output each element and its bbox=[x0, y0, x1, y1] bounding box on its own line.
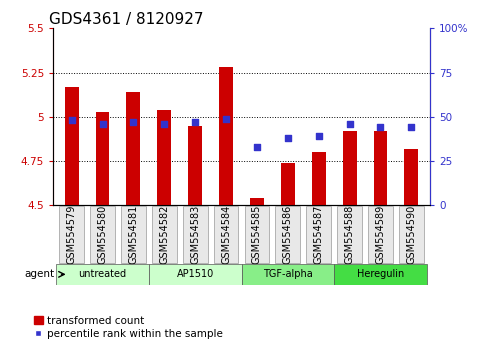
Text: GSM554582: GSM554582 bbox=[159, 205, 170, 264]
Text: GSM554588: GSM554588 bbox=[344, 205, 355, 264]
Point bbox=[377, 125, 384, 130]
Bar bbox=[342, 131, 356, 205]
Point bbox=[129, 119, 137, 125]
Point bbox=[315, 133, 323, 139]
FancyBboxPatch shape bbox=[149, 264, 242, 285]
FancyBboxPatch shape bbox=[56, 264, 149, 285]
Point bbox=[191, 119, 199, 125]
Bar bbox=[127, 92, 141, 205]
Text: TGF-alpha: TGF-alpha bbox=[263, 269, 313, 279]
Bar bbox=[157, 110, 171, 205]
FancyBboxPatch shape bbox=[337, 206, 362, 263]
Text: GSM554581: GSM554581 bbox=[128, 205, 139, 264]
FancyBboxPatch shape bbox=[152, 206, 177, 263]
FancyBboxPatch shape bbox=[242, 264, 334, 285]
FancyBboxPatch shape bbox=[275, 206, 300, 263]
Text: GSM554583: GSM554583 bbox=[190, 205, 200, 264]
FancyBboxPatch shape bbox=[90, 206, 115, 263]
Bar bbox=[404, 149, 418, 205]
Point bbox=[253, 144, 261, 150]
Point bbox=[284, 135, 292, 141]
Point bbox=[222, 116, 230, 121]
FancyBboxPatch shape bbox=[121, 206, 146, 263]
Bar bbox=[96, 112, 110, 205]
Text: GSM554579: GSM554579 bbox=[67, 205, 77, 264]
Point bbox=[99, 121, 106, 127]
FancyBboxPatch shape bbox=[213, 206, 239, 263]
FancyBboxPatch shape bbox=[399, 206, 424, 263]
Text: GSM554587: GSM554587 bbox=[313, 205, 324, 264]
Point bbox=[68, 118, 75, 123]
Point bbox=[408, 125, 415, 130]
Text: GDS4361 / 8120927: GDS4361 / 8120927 bbox=[49, 12, 204, 27]
Legend: transformed count, percentile rank within the sample: transformed count, percentile rank withi… bbox=[29, 312, 227, 343]
FancyBboxPatch shape bbox=[306, 206, 331, 263]
Bar bbox=[281, 163, 295, 205]
Text: GSM554589: GSM554589 bbox=[375, 205, 385, 264]
Bar bbox=[312, 152, 326, 205]
Bar bbox=[250, 198, 264, 205]
Bar bbox=[373, 131, 387, 205]
Bar bbox=[65, 87, 79, 205]
FancyBboxPatch shape bbox=[244, 206, 270, 263]
Point bbox=[160, 121, 168, 127]
Text: AP1510: AP1510 bbox=[177, 269, 214, 279]
FancyBboxPatch shape bbox=[368, 206, 393, 263]
Point bbox=[346, 121, 354, 127]
Text: untreated: untreated bbox=[78, 269, 127, 279]
Text: GSM554580: GSM554580 bbox=[98, 205, 108, 264]
FancyBboxPatch shape bbox=[183, 206, 208, 263]
Text: GSM554590: GSM554590 bbox=[406, 205, 416, 264]
Text: GSM554584: GSM554584 bbox=[221, 205, 231, 264]
Text: Heregulin: Heregulin bbox=[357, 269, 404, 279]
Text: agent: agent bbox=[25, 269, 55, 279]
Text: GSM554585: GSM554585 bbox=[252, 205, 262, 264]
FancyBboxPatch shape bbox=[59, 206, 84, 263]
Text: GSM554586: GSM554586 bbox=[283, 205, 293, 264]
Bar bbox=[188, 126, 202, 205]
Bar bbox=[219, 67, 233, 205]
FancyBboxPatch shape bbox=[334, 264, 427, 285]
